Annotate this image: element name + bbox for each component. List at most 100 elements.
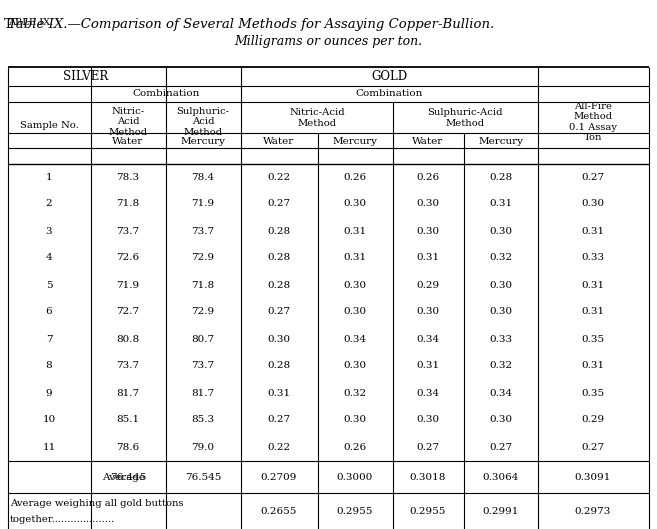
Text: 73.7: 73.7 [191,226,215,235]
Text: 71.8: 71.8 [191,280,215,289]
Text: Mercury: Mercury [478,136,524,145]
Text: 0.28: 0.28 [267,226,290,235]
Text: 0.34: 0.34 [417,334,440,343]
Text: 0.30: 0.30 [489,415,512,424]
Text: 0.26: 0.26 [344,442,367,451]
Text: 80.8: 80.8 [116,334,139,343]
Text: 0.30: 0.30 [344,415,367,424]
Text: 0.22: 0.22 [267,442,290,451]
Text: 9: 9 [46,388,53,397]
Text: 0.34: 0.34 [417,388,440,397]
Text: 0.27: 0.27 [581,442,604,451]
Text: Sample No.: Sample No. [20,121,78,130]
Text: 0.27: 0.27 [581,172,604,181]
Text: 0.32: 0.32 [489,253,512,262]
Text: together....................: together.................... [10,515,115,524]
Text: Table IX.—Comparison of Several Methods for Assaying Copper-Bullion.: Table IX.—Comparison of Several Methods … [8,18,494,31]
Text: 0.26: 0.26 [417,172,440,181]
Text: 0.30: 0.30 [267,334,290,343]
Text: 0.33: 0.33 [489,334,512,343]
Text: Water: Water [413,136,443,145]
Text: 6: 6 [46,307,53,316]
Text: 0.27: 0.27 [417,442,440,451]
Text: 72.6: 72.6 [116,253,139,262]
Text: 0.27: 0.27 [267,415,290,424]
Text: 78.4: 78.4 [191,172,215,181]
Text: 0.30: 0.30 [417,307,440,316]
Text: 0.30: 0.30 [417,226,440,235]
Text: 0.28: 0.28 [267,361,290,370]
Text: 0.28: 0.28 [489,172,512,181]
Text: Average weighing all gold buttons: Average weighing all gold buttons [10,499,183,508]
Text: 0.31: 0.31 [489,199,512,208]
Text: 3: 3 [46,226,53,235]
Text: 71.8: 71.8 [116,199,139,208]
Text: 7: 7 [46,334,53,343]
Text: 0.30: 0.30 [489,307,512,316]
Text: 0.32: 0.32 [344,388,367,397]
Text: 0.31: 0.31 [417,253,440,262]
Text: Sulphuric-Acid
Method: Sulphuric-Acid Method [427,108,503,127]
Text: 0.33: 0.33 [581,253,604,262]
Text: 72.7: 72.7 [116,307,139,316]
Text: 79.0: 79.0 [191,442,215,451]
Text: 0.35: 0.35 [581,334,604,343]
Text: 10: 10 [42,415,56,424]
Text: 0.30: 0.30 [344,361,367,370]
Text: All-Fire
Method
0.1 Assay
Ton: All-Fire Method 0.1 Assay Ton [569,102,617,142]
Text: 0.3018: 0.3018 [410,472,446,481]
Text: 0.30: 0.30 [344,307,367,316]
Text: 0.31: 0.31 [344,226,367,235]
Text: 0.30: 0.30 [581,199,604,208]
Text: 0.31: 0.31 [581,280,604,289]
Text: 8: 8 [46,361,53,370]
Text: GOLD: GOLD [371,70,407,84]
Text: 2: 2 [46,199,53,208]
Text: 81.7: 81.7 [191,388,215,397]
Text: 85.3: 85.3 [191,415,215,424]
Text: 0.2709: 0.2709 [261,472,297,481]
Text: 85.1: 85.1 [116,415,139,424]
Text: 80.7: 80.7 [191,334,215,343]
Text: Combination: Combination [355,89,422,98]
Text: Water: Water [263,136,294,145]
Text: 0.29: 0.29 [581,415,604,424]
Text: 0.26: 0.26 [344,172,367,181]
Text: 0.31: 0.31 [344,253,367,262]
Text: 0.30: 0.30 [417,199,440,208]
Text: 0.32: 0.32 [489,361,512,370]
Text: 78.6: 78.6 [116,442,139,451]
Text: Average: Average [102,472,145,481]
Text: Mercury: Mercury [332,136,378,145]
Text: 0.3091: 0.3091 [575,472,611,481]
Text: 0.30: 0.30 [344,199,367,208]
Text: 73.7: 73.7 [116,361,139,370]
Text: 0.30: 0.30 [489,280,512,289]
Text: 0.2955: 0.2955 [410,507,446,516]
Text: 5: 5 [46,280,53,289]
Text: 0.28: 0.28 [267,280,290,289]
Text: 0.3064: 0.3064 [483,472,519,481]
Text: Mercury: Mercury [181,136,225,145]
Text: T: T [4,18,12,31]
Text: 0.2991: 0.2991 [483,507,519,516]
Text: 76.545: 76.545 [185,472,221,481]
Text: 11: 11 [42,442,56,451]
Text: ABLE IX.: ABLE IX. [8,18,53,27]
Text: 73.7: 73.7 [191,361,215,370]
Text: Sulphuric-
Acid
Method: Sulphuric- Acid Method [177,107,229,137]
Text: 0.27: 0.27 [489,442,512,451]
Text: 0.27: 0.27 [267,307,290,316]
Text: 0.30: 0.30 [489,226,512,235]
Text: 0.31: 0.31 [267,388,290,397]
Text: Nitric-
Acid
Method: Nitric- Acid Method [108,107,148,137]
Text: 78.3: 78.3 [116,172,139,181]
Text: 71.9: 71.9 [191,199,215,208]
Text: Milligrams or ounces per ton.: Milligrams or ounces per ton. [234,35,422,49]
Text: 0.2973: 0.2973 [575,507,611,516]
Text: 0.34: 0.34 [344,334,367,343]
Text: 0.31: 0.31 [581,307,604,316]
Text: 72.9: 72.9 [191,253,215,262]
Text: Water: Water [112,136,144,145]
Text: 72.9: 72.9 [191,307,215,316]
